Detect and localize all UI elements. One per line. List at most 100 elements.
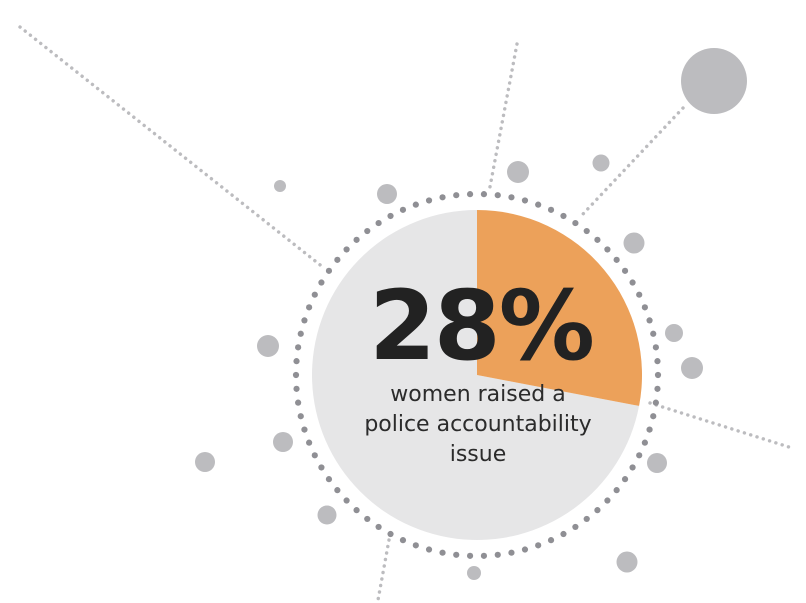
decor-dot-2 (507, 161, 529, 183)
ring-dot (547, 206, 555, 213)
pie-slice-highlight (477, 210, 643, 406)
ring-dot (641, 304, 648, 311)
ring-dot (652, 399, 659, 406)
ring-dot (453, 551, 460, 558)
connector-line-3 (581, 106, 685, 216)
ring-dot (295, 399, 302, 406)
ring-dot (364, 515, 371, 523)
ring-dot (466, 191, 474, 198)
caption-line-2: police accountability (364, 412, 592, 437)
decor-dot-11 (195, 452, 215, 472)
ring-dot (494, 192, 501, 199)
ring-dot (572, 219, 579, 227)
ring-dot (425, 197, 433, 204)
ring-dot (604, 497, 611, 504)
ring-dot (375, 523, 382, 531)
dotted-ring (292, 191, 662, 559)
ring-dot (654, 371, 662, 379)
ring-dot (480, 191, 488, 198)
ring-dot (508, 194, 515, 201)
ring-dot (318, 464, 325, 471)
ring-dot (594, 507, 601, 514)
ring-dot (466, 552, 474, 559)
decor-dot-6 (623, 232, 645, 254)
decor-dot-8 (681, 357, 703, 379)
ring-dot (439, 194, 446, 201)
ring-dot (334, 256, 341, 263)
ring-dot (301, 317, 308, 324)
ring-dot (375, 219, 382, 227)
ring-dot (621, 476, 629, 483)
ring-dot (387, 530, 394, 538)
ring-dot (412, 542, 419, 549)
ring-dot (399, 206, 407, 213)
ring-dot (480, 552, 488, 559)
ring-dot (494, 551, 501, 558)
ring-dot (297, 413, 304, 420)
ring-dot (295, 344, 302, 351)
ring-dot (301, 426, 308, 433)
ring-dot (412, 201, 419, 208)
ring-dot (535, 542, 542, 549)
ring-dot (325, 267, 333, 274)
ring-dot (583, 227, 590, 235)
decor-dot-9 (257, 335, 279, 357)
chart-caption: women raised a police accountability iss… (360, 380, 596, 470)
decor-dot-5 (377, 184, 397, 204)
decor-dot-3 (592, 154, 610, 172)
ring-dot (654, 358, 661, 365)
connector-line-2 (487, 42, 519, 194)
caption-line-1: women raised a (390, 382, 566, 407)
ring-dot (292, 371, 300, 379)
ring-dot (353, 507, 360, 514)
ring-dot (293, 358, 300, 365)
decor-dot-12 (647, 453, 667, 473)
caption-line-3: issue (449, 442, 507, 467)
ring-dot (334, 487, 341, 494)
ring-dot (311, 452, 318, 459)
ring-dot (439, 549, 446, 556)
ring-dot (306, 304, 313, 311)
ring-dot (521, 546, 529, 553)
ring-dot (311, 291, 318, 298)
ring-dot (535, 201, 542, 208)
ring-dot (508, 549, 515, 556)
decor-dot-10 (273, 432, 293, 452)
ring-dot (621, 267, 629, 274)
scatter-dots (195, 48, 747, 580)
ring-dot (521, 197, 529, 204)
ring-dot (318, 279, 325, 286)
ring-dot (297, 330, 304, 337)
ring-dot (353, 236, 360, 243)
ring-dot (646, 317, 653, 324)
ring-dot (613, 487, 620, 494)
ring-dot (343, 246, 350, 253)
ring-dot (641, 439, 648, 446)
decor-dot-14 (616, 551, 638, 573)
decor-dot-4 (274, 180, 286, 192)
ring-dot (650, 413, 657, 420)
connector-line-4 (648, 401, 794, 450)
ring-dot (604, 246, 611, 253)
ring-dot (583, 515, 590, 523)
ring-dot (613, 256, 620, 263)
ring-dot (629, 464, 636, 471)
ring-dot (325, 476, 333, 483)
ring-dot (387, 212, 394, 220)
connector-line-5 (376, 538, 391, 602)
ring-dot (629, 279, 636, 286)
ring-dot (306, 439, 313, 446)
decor-dot-15 (467, 566, 481, 580)
ring-dot (560, 530, 567, 538)
ring-dot (594, 236, 601, 243)
decor-dot-1 (681, 48, 747, 114)
percentage-value: 28% (369, 270, 595, 382)
ring-dot (654, 385, 661, 392)
ring-dot (636, 291, 643, 298)
connector-line-1 (18, 25, 326, 270)
ring-dot (547, 537, 555, 544)
ring-dot (453, 192, 460, 199)
ring-dot (364, 227, 371, 235)
ring-dot (560, 212, 567, 220)
